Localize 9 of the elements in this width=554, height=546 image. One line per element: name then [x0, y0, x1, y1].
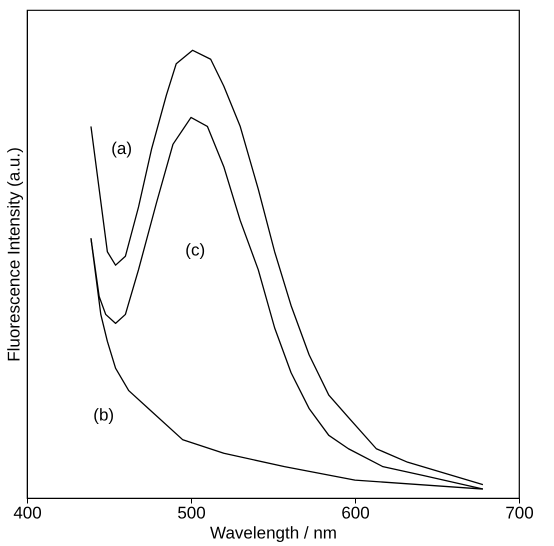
x-tick-label: 700 — [505, 504, 534, 522]
y-axis-title: Fluorescence Intensity (a.u.) — [4, 147, 24, 362]
x-tick-label: 400 — [13, 504, 42, 522]
x-tick-label: 500 — [177, 504, 206, 522]
text: (c) — [185, 240, 206, 260]
series-label: (b) — [93, 406, 114, 425]
x-axis-title: Wavelength / nm — [210, 524, 337, 542]
series-label: (a) — [111, 138, 132, 158]
x-tick-label: 600 — [341, 504, 370, 522]
